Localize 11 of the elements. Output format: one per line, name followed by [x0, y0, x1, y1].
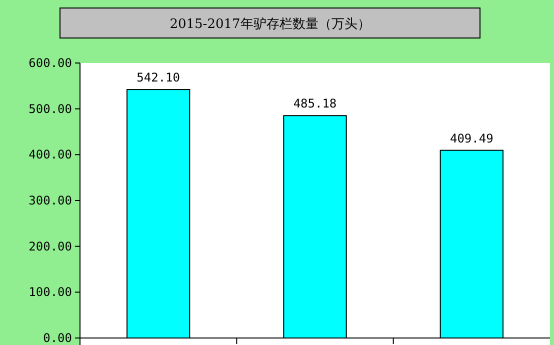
y-tick-label: 500.00 — [28, 102, 72, 116]
y-tick-label: 600.00 — [28, 56, 72, 70]
y-tick-label: 400.00 — [28, 148, 72, 162]
y-tick-label: 300.00 — [28, 194, 72, 208]
y-tick-label: 200.00 — [28, 239, 72, 254]
y-tick-label: 100.00 — [28, 285, 72, 300]
data-label: 409.49 — [450, 131, 494, 146]
data-label: 542.10 — [136, 70, 180, 85]
data-label: 485.18 — [293, 96, 337, 111]
chart-title: 2015-2017年驴存栏数量（万头） — [170, 17, 370, 32]
y-tick-label: 0.00 — [43, 331, 72, 345]
